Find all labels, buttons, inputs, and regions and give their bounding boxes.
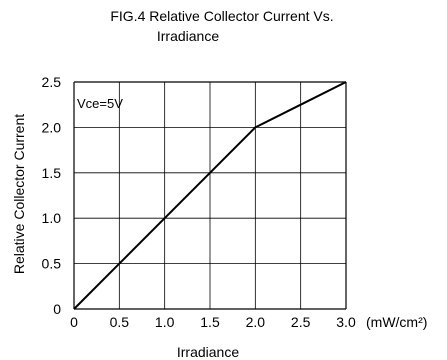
x-axis-unit: (mW/cm²) — [366, 314, 427, 330]
x-tick-label: 2.0 — [246, 314, 266, 330]
x-tick-label: 1.0 — [155, 314, 175, 330]
x-axis-title: Irradiance — [177, 344, 239, 360]
y-axis-title: Relative Collector Current — [11, 114, 27, 274]
vce-annotation: Vce=5V — [77, 96, 123, 111]
y-tick-label: 2.0 — [42, 119, 62, 135]
grid-layer — [73, 81, 347, 310]
x-tick-label: 0 — [70, 314, 78, 330]
x-tick-label: 1.5 — [200, 314, 220, 330]
y-tick-label: 2.5 — [42, 74, 62, 90]
y-tick-label: 1.0 — [42, 210, 62, 226]
x-tick-label: 2.5 — [291, 314, 311, 330]
x-tick-label: 0.5 — [110, 314, 130, 330]
tick-label-layer: 0 0.5 1.0 1.5 2.0 2.5 3.0 0 0.5 1.0 1.5 2.0 2.5 — [42, 74, 356, 330]
y-tick-label: 0 — [53, 301, 61, 317]
chart-title-line-2: Irradiance — [157, 28, 219, 44]
x-tick-label: 3.0 — [336, 314, 356, 330]
chart-title-line-1: FIG.4 Relative Collector Current Vs. — [110, 8, 333, 24]
series-layer — [73, 81, 347, 310]
y-tick-label: 1.5 — [42, 165, 62, 181]
y-tick-label: 0.5 — [42, 256, 62, 272]
